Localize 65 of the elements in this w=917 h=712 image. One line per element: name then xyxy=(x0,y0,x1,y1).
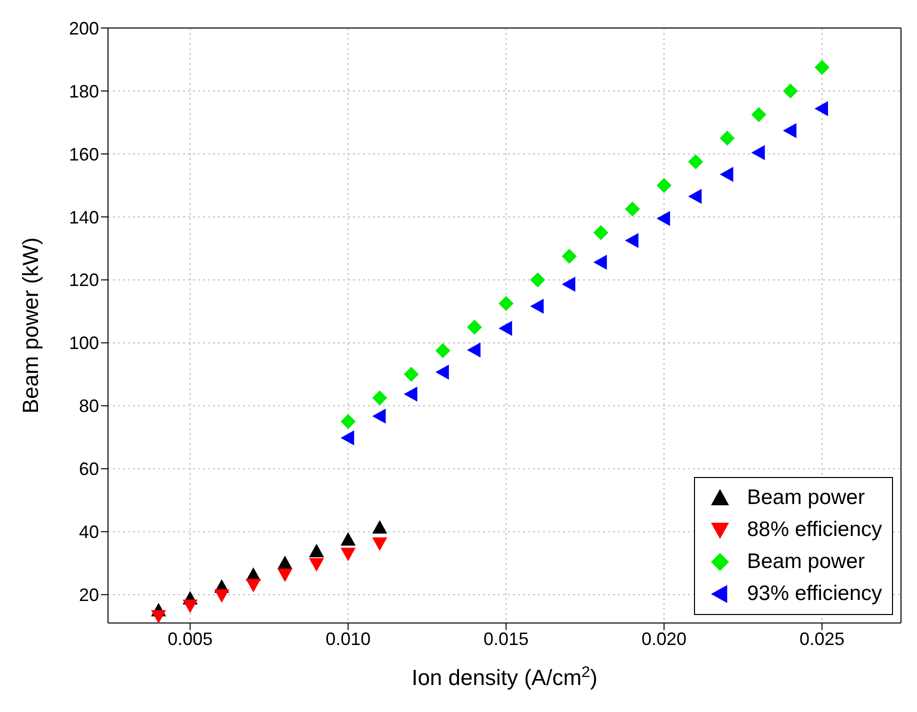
point xyxy=(372,408,386,424)
point xyxy=(688,154,704,170)
point xyxy=(624,233,638,248)
x-axis-title: Ion density (A/cm$^{2}$) xyxy=(412,664,598,690)
point xyxy=(214,589,230,603)
point xyxy=(688,188,702,204)
legend-label: 93% efficiency xyxy=(746,582,882,606)
point xyxy=(404,366,419,382)
y-tick-label: 100 xyxy=(68,333,99,354)
x-tick-label: 0.015 xyxy=(484,628,529,649)
y-tick-label: 180 xyxy=(68,81,99,102)
y-tick-label: 140 xyxy=(68,207,99,228)
point xyxy=(656,178,672,193)
y-tick-label: 80 xyxy=(78,396,99,416)
point xyxy=(593,225,608,240)
x-tick-label: 0.020 xyxy=(642,628,687,649)
point xyxy=(340,414,356,430)
x-tick-label: 0.025 xyxy=(799,628,845,649)
x-tick-label: 0.010 xyxy=(326,628,371,649)
point xyxy=(466,342,480,358)
point xyxy=(720,130,735,146)
y-tick-label: 120 xyxy=(68,270,99,290)
point xyxy=(277,556,292,570)
legend-label: Beam power xyxy=(746,486,865,510)
point xyxy=(372,520,388,534)
point xyxy=(435,343,450,358)
point xyxy=(782,83,798,98)
point xyxy=(814,101,828,116)
y-tick-label: 20 xyxy=(78,585,99,606)
y-tick-label: 40 xyxy=(78,522,99,542)
point xyxy=(751,107,766,122)
point xyxy=(782,123,796,138)
legend-label: Beam power xyxy=(746,550,865,574)
y-tick-label: 160 xyxy=(68,144,99,164)
point xyxy=(498,296,514,311)
y-tick-label: 200 xyxy=(68,18,99,38)
point xyxy=(656,210,670,226)
point xyxy=(562,276,576,292)
legend-label: 88% efficiency xyxy=(746,518,882,542)
point xyxy=(498,320,512,336)
point xyxy=(466,320,482,335)
point xyxy=(435,364,449,380)
point xyxy=(624,202,640,217)
point xyxy=(814,60,830,75)
point xyxy=(751,145,765,160)
point xyxy=(372,390,388,406)
point xyxy=(151,610,166,623)
point xyxy=(277,568,292,582)
point xyxy=(530,298,544,314)
point xyxy=(593,254,607,270)
x-tick-label: 0.005 xyxy=(168,628,213,649)
point xyxy=(340,548,356,562)
point xyxy=(372,537,388,551)
y-axis-title: Beam power (kW) xyxy=(18,237,43,414)
point xyxy=(562,248,577,264)
point xyxy=(340,430,354,446)
point xyxy=(404,386,418,402)
point xyxy=(309,544,324,558)
point xyxy=(720,166,734,182)
point xyxy=(530,272,546,288)
point xyxy=(340,532,356,546)
point xyxy=(309,558,324,572)
y-tick-label: 60 xyxy=(78,459,99,480)
point xyxy=(246,578,261,592)
point xyxy=(182,600,198,614)
